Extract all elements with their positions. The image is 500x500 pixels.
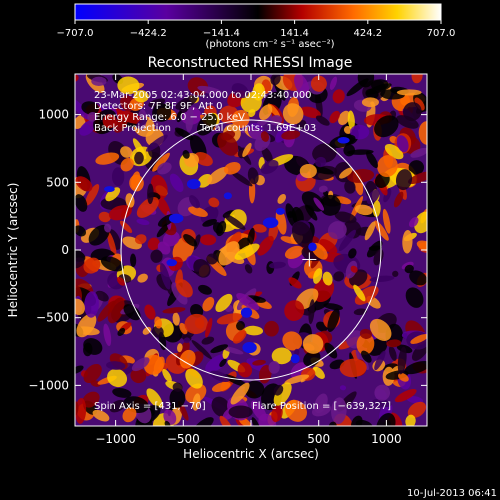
colorbar-tick-labels: −707.0 −424.2 −141.4 141.4 424.2 707.0 [56,28,455,39]
y-tick-label: −1000 [28,378,69,392]
y-tick-label: 500 [46,175,69,189]
x-tick-label: −1000 [95,432,136,446]
colorbar-unit-label: (photons cm⁻² s⁻¹ asec⁻²) [205,39,334,50]
colorbar-tick-label: −424.2 [130,28,167,39]
solar-limb-circle [120,119,382,381]
x-tick-label: −500 [167,432,200,446]
x-tick-labels: −1000 −500 0 500 1000 [95,432,401,446]
annotation-detectors: Detectors: 7F 8F 9F, Att 0 [94,101,222,112]
colorbar-ticks [74,20,442,24]
footer-timestamp: 10-Jul-2013 06:41 [407,488,497,499]
x-axis-label: Heliocentric X (arcsec) [183,447,319,461]
axis-ticks [75,74,427,426]
annotation-method: Back Projection [94,123,171,134]
annotation-energy: Energy Range: 6.0 − 25.0 keV [94,112,245,123]
y-axis-label: Heliocentric Y (arcsec) [6,183,20,318]
annotation-spin-axis: Spin Axis = [431,−70] [94,401,206,412]
x-tick-label: 1000 [371,432,402,446]
annotation-flare-position: Flare Position = [−639,327] [252,401,391,412]
colorbar-tick-label: −141.4 [203,28,240,39]
chart-title: Reconstructed RHESSI Image [148,55,353,71]
colorbar [74,3,442,21]
spin-axis-marker [302,252,317,267]
y-tick-labels: −1000 −500 0 500 1000 [28,108,69,393]
y-tick-label: −500 [36,311,69,325]
annotation-counts: Total counts: 1.69E+03 [199,123,316,134]
colorbar-tick-label: −707.0 [56,28,93,39]
y-tick-label: 0 [61,243,69,257]
heatmap-image [75,74,427,426]
y-tick-label: 1000 [38,108,69,122]
colorbar-tick-label: 424.2 [353,28,382,39]
annotation-time: 23-Mar-2005 02:43:04.000 to 02:43:40.000 [94,90,312,101]
x-tick-label: 0 [247,432,255,446]
x-tick-label: 500 [307,432,330,446]
colorbar-tick-label: 707.0 [427,28,456,39]
colorbar-tick-label: 141.4 [280,28,309,39]
